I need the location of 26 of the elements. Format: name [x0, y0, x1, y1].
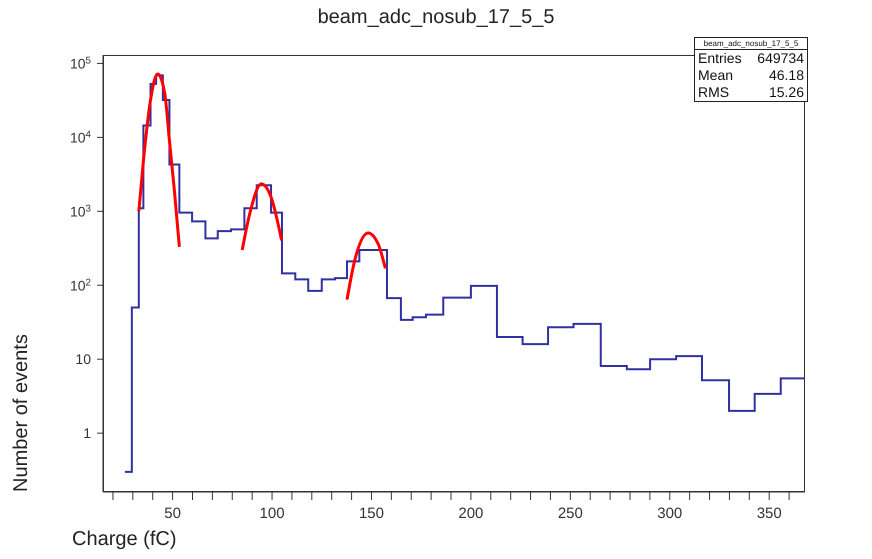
x-axis-title: Charge (fC)	[72, 528, 176, 551]
y-tick-label: 1	[83, 425, 92, 442]
x-tick-label: 150	[358, 505, 384, 522]
x-tick-label: 200	[458, 505, 484, 522]
line-series	[346, 231, 387, 302]
x-tick-label: 350	[756, 505, 782, 522]
text: beam_adc_nosub_17_5_5	[695, 38, 807, 50]
x-tick-label: 50	[164, 505, 181, 522]
x-tick-label: 300	[657, 505, 682, 522]
annotation: 46.18	[768, 67, 804, 84]
y-tick-label: 10$^{4}$	[70, 128, 92, 146]
x-tick-label: 250	[558, 505, 583, 522]
y-tick-label: 10$^{2}$	[70, 276, 91, 294]
annotation: 15.26	[768, 84, 804, 101]
annotation: 649734	[757, 50, 804, 67]
y-tick-label: 10	[75, 351, 92, 368]
line-series	[240, 182, 284, 252]
annotation: Entries	[698, 50, 742, 67]
annotation: RMS	[698, 84, 730, 101]
annotation: Mean	[698, 67, 734, 84]
y-tick-label: 10$^{3}$	[70, 202, 92, 220]
x-tick-label: 100	[260, 505, 285, 522]
y-axis-title: Number of events	[10, 334, 33, 492]
line-series	[137, 72, 181, 248]
y-tick-label: 10$^{5}$	[70, 54, 92, 72]
chart-title: beam_adc_nosub_17_5_5	[316, 6, 556, 29]
